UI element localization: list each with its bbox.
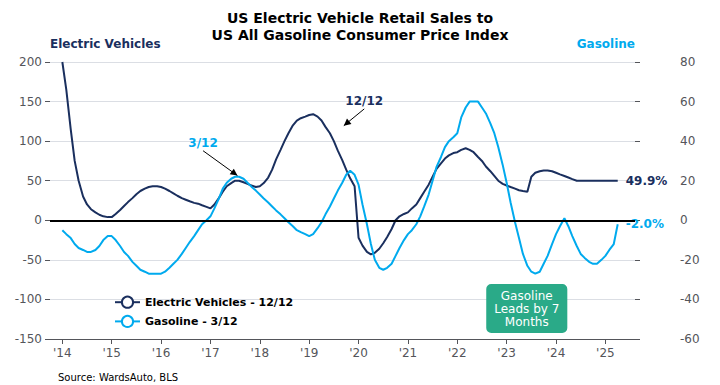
svg-text:40: 40 [680, 134, 695, 148]
svg-text:'15: '15 [102, 346, 121, 360]
svg-text:3/12: 3/12 [188, 136, 217, 150]
svg-text:0: 0 [34, 213, 42, 227]
svg-text:'17: '17 [201, 346, 220, 360]
svg-text:Electric Vehicles: Electric Vehicles [50, 37, 161, 51]
svg-text:Gasoline - 3/12: Gasoline - 3/12 [145, 315, 238, 328]
svg-text:'20: '20 [349, 346, 368, 360]
svg-text:-20: -20 [680, 253, 700, 267]
svg-text:100: 100 [19, 134, 42, 148]
svg-text:-150: -150 [15, 332, 42, 346]
svg-text:'21: '21 [399, 346, 418, 360]
svg-text:'19: '19 [300, 346, 319, 360]
svg-text:80: 80 [680, 55, 695, 69]
svg-text:-2.0%: -2.0% [626, 217, 664, 231]
svg-text:200: 200 [19, 55, 42, 69]
svg-text:150: 150 [19, 95, 42, 109]
svg-text:US Electric Vehicle Retail Sal: US Electric Vehicle Retail Sales to [227, 10, 493, 26]
svg-text:0: 0 [680, 213, 688, 227]
svg-text:Gasoline: Gasoline [501, 289, 553, 303]
svg-text:60: 60 [680, 95, 695, 109]
svg-text:Electric Vehicles - 12/12: Electric Vehicles - 12/12 [145, 296, 293, 309]
svg-text:'25: '25 [596, 346, 615, 360]
svg-text:-60: -60 [680, 332, 700, 346]
svg-text:Gasoline: Gasoline [577, 37, 635, 51]
svg-text:49.9%: 49.9% [626, 174, 668, 188]
svg-text:'14: '14 [53, 346, 72, 360]
svg-text:'23: '23 [497, 346, 516, 360]
svg-text:Leads by 7: Leads by 7 [494, 302, 559, 316]
svg-text:'22: '22 [448, 346, 467, 360]
svg-text:50: 50 [27, 174, 42, 188]
svg-text:'18: '18 [251, 346, 270, 360]
svg-text:'24: '24 [547, 346, 566, 360]
svg-text:Source: WardsAuto, BLS: Source: WardsAuto, BLS [58, 372, 178, 383]
svg-text:-40: -40 [680, 292, 700, 306]
svg-text:20: 20 [680, 174, 695, 188]
svg-text:'16: '16 [152, 346, 171, 360]
svg-text:12/12: 12/12 [345, 94, 383, 108]
svg-text:-100: -100 [15, 292, 42, 306]
svg-text:Months: Months [505, 315, 549, 329]
svg-text:-50: -50 [22, 253, 42, 267]
svg-text:US All Gasoline Consumer Price: US All Gasoline Consumer Price Index [212, 27, 509, 43]
